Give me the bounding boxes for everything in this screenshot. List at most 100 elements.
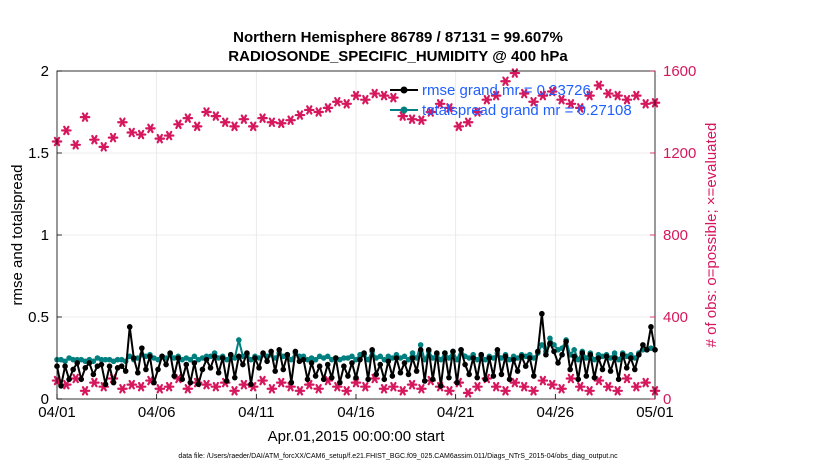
obs-evaluated-point: [117, 384, 128, 394]
obs-evaluated-point: [584, 386, 595, 396]
obs-evaluated-point: [201, 379, 212, 390]
obs-evaluated-point: [444, 386, 455, 396]
obs-evaluated-point: [565, 373, 577, 384]
totalspread-point: [530, 355, 537, 361]
totalspread-point: [365, 356, 371, 363]
rmse-point: [446, 374, 452, 381]
rmse-point: [539, 310, 545, 317]
rmse-point: [276, 347, 283, 353]
totalspread-point: [583, 355, 590, 361]
rmse-point: [450, 348, 456, 355]
totalspread-point: [187, 356, 194, 363]
obs-possible-point: [229, 121, 240, 132]
obs-possible-point: [528, 97, 539, 107]
obs-evaluated-point: [341, 386, 352, 396]
y-right-tick-label: 0: [663, 391, 671, 408]
y-left-tick-label: 1: [41, 227, 49, 244]
totalspread-point: [324, 353, 331, 360]
rmse-point: [551, 348, 557, 355]
totalspread-point: [377, 353, 384, 360]
rmse-point: [458, 347, 464, 353]
rmse-point: [490, 373, 497, 379]
obs-possible-point: [313, 107, 324, 117]
obs-evaluated-point: [303, 379, 315, 390]
y-right-tick-label: 400: [663, 309, 688, 326]
rmse-point: [438, 383, 444, 389]
grid: [57, 71, 655, 399]
obs-possible-point: [266, 117, 278, 127]
obs-possible-point: [453, 121, 465, 132]
x-tick-label: 04/11: [238, 404, 274, 421]
rmse-point: [147, 353, 153, 360]
rmse-point: [603, 353, 610, 360]
obs-possible-point: [322, 103, 334, 113]
rmse-point: [648, 324, 654, 330]
totalspread-point: [490, 355, 497, 361]
obs-evaluated-point: [472, 381, 483, 392]
rmse-point: [316, 363, 323, 370]
rmse-point: [159, 353, 165, 360]
obs-evaluated-point: [537, 375, 549, 386]
rmse-point: [130, 355, 137, 361]
rmse-point: [300, 356, 307, 363]
rmse-point: [555, 360, 561, 366]
rmse-point: [183, 361, 190, 368]
obs-evaluated-point: [135, 381, 147, 392]
rmse-point: [442, 350, 448, 356]
obs-evaluated-point: [556, 384, 567, 394]
rmse-point: [365, 376, 371, 383]
totalspread-point: [288, 356, 295, 363]
obs-evaluated-point: [518, 381, 530, 392]
rmse-point: [264, 358, 270, 365]
totalspread-point: [429, 355, 436, 361]
rmse-point: [203, 356, 210, 363]
obs-evaluated-point: [462, 388, 474, 398]
series-layer: [54, 310, 658, 389]
rmse-point: [357, 356, 363, 363]
obs-possible-point: [163, 130, 175, 141]
obs-evaluated-point: [182, 384, 194, 394]
obs-possible-point: [89, 134, 100, 145]
obs-possible-point: [154, 133, 166, 144]
rmse-point: [502, 353, 509, 360]
obs-possible-point: [332, 97, 343, 107]
obs-evaluated-point: [313, 384, 324, 394]
obs-possible-point: [257, 113, 268, 123]
legend-spread-label: totalspread grand mr = 0.27108: [422, 102, 632, 119]
obs-possible-point: [98, 142, 110, 152]
obs-possible-point: [201, 107, 212, 117]
y-left-tick-label: 0.5: [28, 309, 49, 326]
rmse-point: [175, 355, 182, 361]
rmse-point: [401, 360, 408, 366]
y-left-tick-label: 2: [41, 63, 49, 80]
x-tick-label: 04/01: [38, 404, 76, 421]
obs-possible-point: [360, 94, 371, 105]
rmse-point: [619, 351, 626, 358]
rmse-point: [324, 361, 331, 368]
y-axis-label-right: # of obs: o=possible; ×=evaluated: [703, 123, 720, 348]
rmse-point: [102, 381, 109, 388]
rmse-point: [341, 363, 347, 370]
obs-evaluated-point: [500, 386, 511, 396]
obs-possible-point: [369, 88, 380, 99]
obs-evaluated-point: [640, 377, 651, 388]
y-ticks-left: 0 0.5 1 1.5 2: [28, 63, 62, 408]
totalspread-point: [506, 356, 513, 363]
rmse-point: [644, 347, 650, 353]
legend-rmse-label: rmse grand mr = 0.23726: [422, 82, 591, 99]
x-tick-label: 04/06: [138, 404, 176, 421]
y-right-tick-label: 1600: [663, 63, 696, 80]
obs-possible-point: [210, 111, 222, 121]
legend: rmse grand mr = 0.23726 totalspread gran…: [390, 82, 632, 119]
rmse-point: [308, 360, 315, 366]
rmse-point: [240, 361, 246, 368]
totalspread-point: [421, 356, 428, 363]
obs-possible-point: [191, 121, 203, 132]
rmse-point: [397, 369, 404, 376]
totalspread-point: [349, 353, 355, 360]
rmse-point: [353, 374, 359, 381]
obs-possible-point: [350, 90, 362, 101]
obs-possible-point: [490, 90, 502, 101]
totalspread-point: [191, 353, 198, 360]
